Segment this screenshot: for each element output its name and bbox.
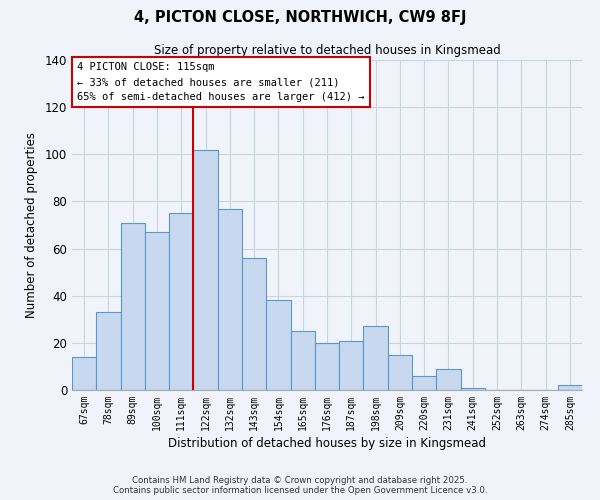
Bar xyxy=(388,354,412,390)
Bar xyxy=(145,232,169,390)
Bar xyxy=(169,213,193,390)
Bar xyxy=(290,331,315,390)
Bar xyxy=(461,388,485,390)
Bar xyxy=(193,150,218,390)
Bar xyxy=(339,340,364,390)
Bar xyxy=(412,376,436,390)
Bar xyxy=(436,369,461,390)
Text: 4, PICTON CLOSE, NORTHWICH, CW9 8FJ: 4, PICTON CLOSE, NORTHWICH, CW9 8FJ xyxy=(134,10,466,25)
Text: 4 PICTON CLOSE: 115sqm
← 33% of detached houses are smaller (211)
65% of semi-de: 4 PICTON CLOSE: 115sqm ← 33% of detached… xyxy=(77,62,364,102)
Bar xyxy=(72,357,96,390)
Bar xyxy=(364,326,388,390)
Y-axis label: Number of detached properties: Number of detached properties xyxy=(25,132,38,318)
Text: Contains HM Land Registry data © Crown copyright and database right 2025.
Contai: Contains HM Land Registry data © Crown c… xyxy=(113,476,487,495)
Title: Size of property relative to detached houses in Kingsmead: Size of property relative to detached ho… xyxy=(154,44,500,58)
Bar xyxy=(242,258,266,390)
Bar xyxy=(218,208,242,390)
X-axis label: Distribution of detached houses by size in Kingsmead: Distribution of detached houses by size … xyxy=(168,437,486,450)
Bar xyxy=(266,300,290,390)
Bar xyxy=(315,343,339,390)
Bar xyxy=(558,386,582,390)
Bar xyxy=(121,222,145,390)
Bar xyxy=(96,312,121,390)
